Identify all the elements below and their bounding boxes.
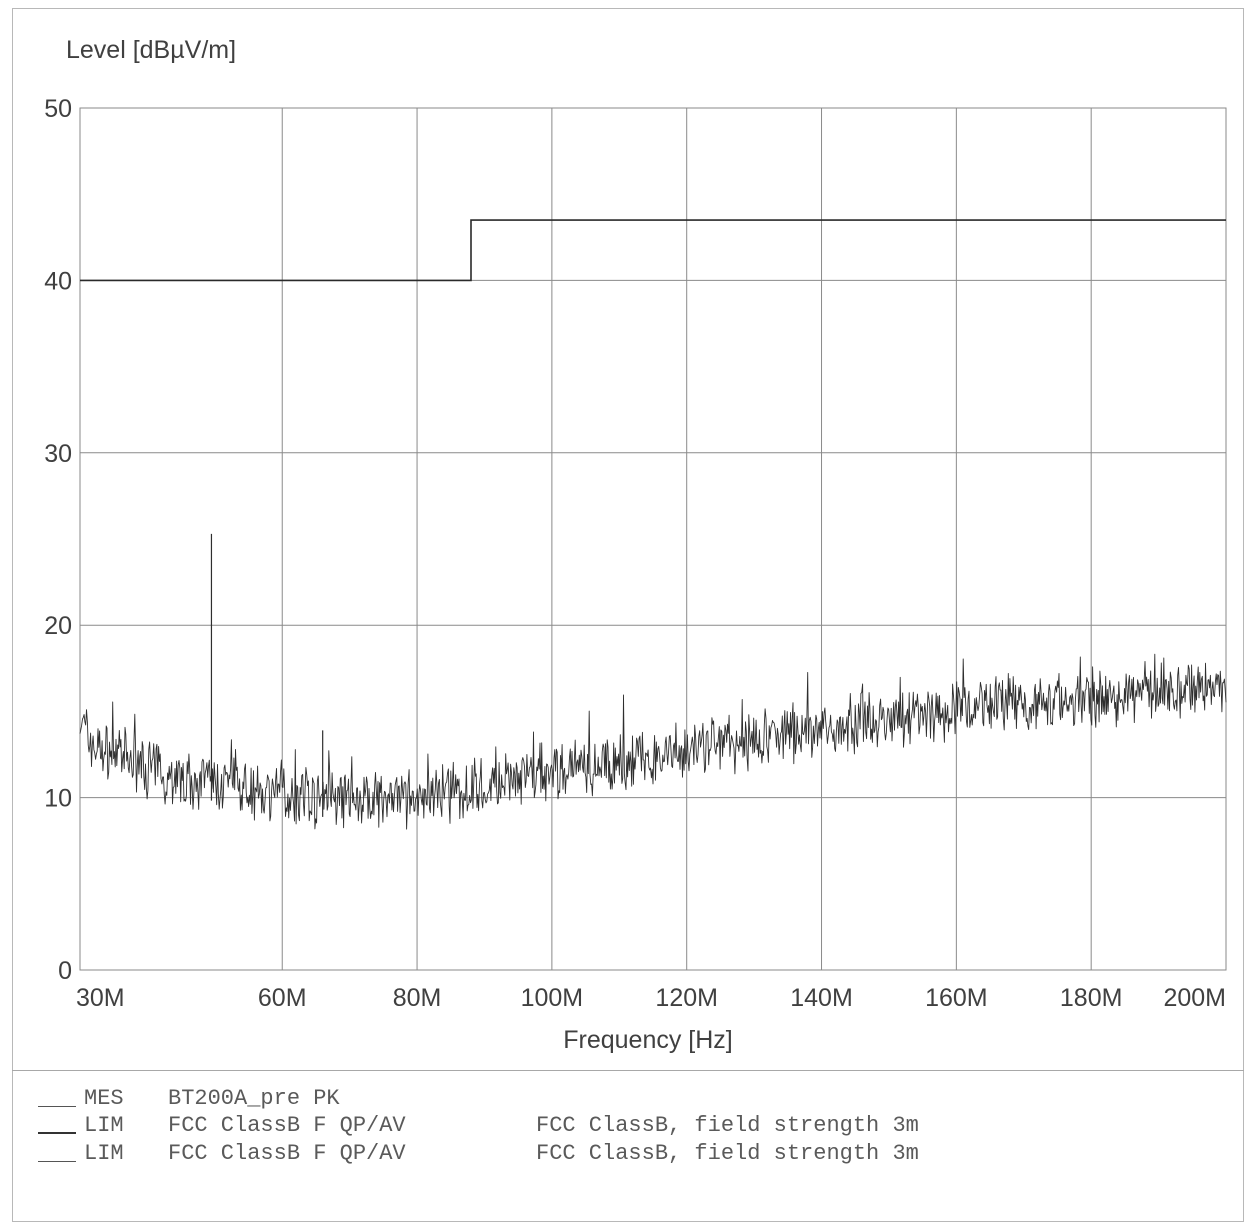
legend-row-lim-2: LIM FCC ClassB F QP/AV FCC ClassB, field… — [38, 1139, 919, 1167]
y-axis-title: Level [dBµV/m] — [66, 36, 236, 64]
x-tick-label: 160M — [925, 984, 988, 1012]
legend-swatch-mes — [38, 1105, 76, 1107]
x-tick-label: 60M — [258, 984, 307, 1012]
y-tick-label: 50 — [44, 95, 72, 123]
y-tick-label: 30 — [44, 440, 72, 468]
legend-note: FCC ClassB, field strength 3m — [536, 1112, 919, 1138]
limit-line-group — [80, 219, 1226, 282]
legend-kind: LIM — [84, 1140, 124, 1166]
emission-chart: 0 10 20 30 40 50 30M 60M 80M 100M 120M 140M 160M 180… — [44, 36, 1227, 1054]
y-tick-label: 40 — [44, 267, 72, 295]
limit-line — [80, 219, 1226, 282]
x-tick-label: 30M — [76, 984, 125, 1012]
measurement-trace-group — [79, 653, 1227, 830]
x-tick-label: 200M — [1163, 984, 1226, 1012]
legend-divider — [12, 1070, 1244, 1071]
legend-swatch-lim — [38, 1132, 76, 1134]
x-tick-label: 140M — [790, 984, 853, 1012]
x-tick-label: 100M — [521, 984, 584, 1012]
x-tick-label: 180M — [1060, 984, 1123, 1012]
legend-swatch-lim — [38, 1160, 76, 1162]
y-tick-labels: 0 10 20 30 40 50 — [44, 95, 72, 985]
plot-border — [79, 107, 1227, 971]
y-tick-label: 0 — [58, 957, 72, 985]
legend-desc: BT200A_pre PK — [168, 1085, 340, 1111]
legend-row-lim-1: LIM FCC ClassB F QP/AV FCC ClassB, field… — [38, 1111, 919, 1139]
chart-grid — [79, 107, 1227, 971]
legend-row-mes: MES BT200A_pre PK — [38, 1084, 536, 1112]
x-tick-label: 80M — [393, 984, 442, 1012]
spike-group — [210, 533, 324, 817]
legend-note: FCC ClassB, field strength 3m — [536, 1140, 919, 1166]
measurement-trace — [79, 653, 1227, 830]
y-tick-label: 10 — [44, 785, 72, 813]
x-tick-label: 120M — [655, 984, 718, 1012]
x-tick-labels: 30M 60M 80M 100M 120M 140M 160M 180M 200M — [76, 984, 1226, 1012]
legend-kind: MES — [84, 1085, 124, 1111]
legend-desc: FCC ClassB F QP/AV — [168, 1140, 406, 1166]
legend-kind: LIM — [84, 1112, 124, 1138]
y-tick-label: 20 — [44, 612, 72, 640]
legend-desc: FCC ClassB F QP/AV — [168, 1112, 406, 1138]
x-axis-title: Frequency [Hz] — [563, 1026, 733, 1054]
chart-frame — [12, 8, 1244, 1222]
